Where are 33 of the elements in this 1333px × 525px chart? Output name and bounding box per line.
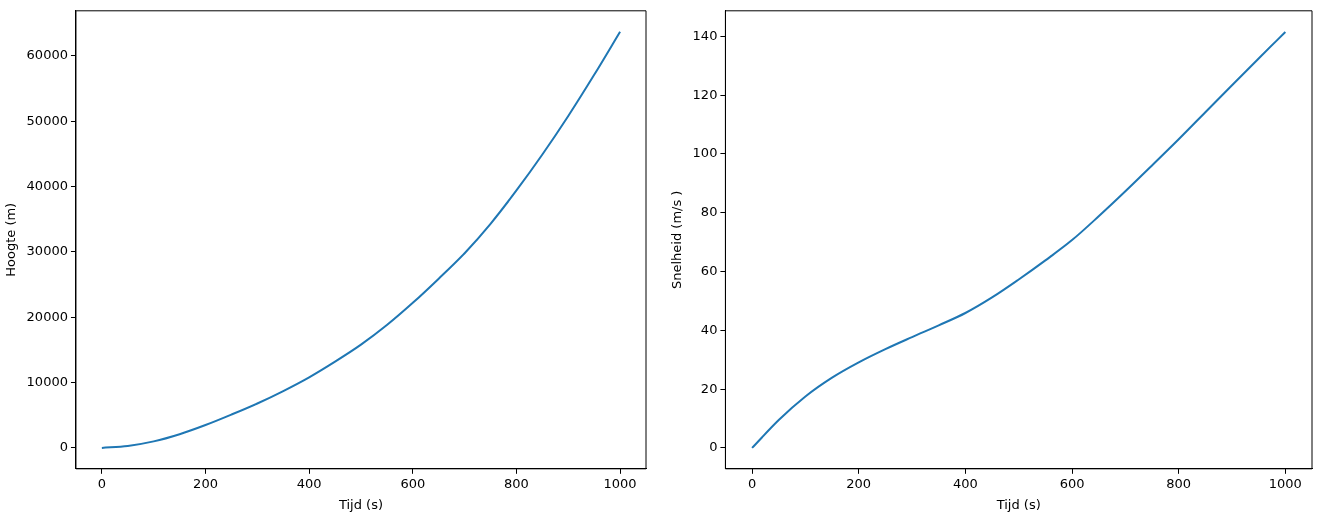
x-tick-label: 400 (952, 475, 978, 491)
x-tick-label: 200 (193, 475, 218, 491)
y-tick-label: 20000 (26, 308, 68, 324)
y-tick-label: 30000 (26, 243, 68, 259)
y-tick-label: 20 (700, 380, 718, 396)
x-axis-title: Tijd (s) (337, 496, 384, 512)
x-tick-label: 400 (296, 475, 322, 491)
x-tick-label: 200 (846, 475, 872, 491)
y-tick-label: 140 (692, 27, 718, 43)
line-series (751, 30, 1287, 449)
x-tick-label: 0 (747, 475, 757, 491)
y-tick-label: 0 (709, 439, 718, 455)
x-tick-label: 600 (1059, 475, 1085, 491)
x-tick-label: 1000 (1268, 475, 1302, 491)
y-axis-title: Snelheid (m/s ) (669, 190, 685, 290)
y-tick-label: 0 (59, 439, 68, 455)
y-tick-label: 50000 (26, 112, 68, 128)
x-tick-label: 1000 (603, 475, 637, 491)
x-tick-label: 800 (1166, 475, 1192, 491)
y-tick-label: 40000 (26, 177, 68, 193)
x-tick-label: 0 (97, 475, 107, 491)
y-tick-label: 100 (692, 145, 718, 161)
y-tick-label: 60 (700, 262, 718, 278)
x-tick-label: 600 (400, 475, 426, 491)
x-axis-title: Tijd (s) (995, 496, 1041, 512)
y-tick-label: 40 (700, 321, 718, 337)
y-tick-label: 10000 (26, 373, 68, 389)
y-tick-label: 80 (700, 204, 718, 220)
line-series (100, 30, 622, 449)
x-tick-label: 800 (504, 475, 529, 491)
y-axis-title: Hoogte (m) (3, 202, 19, 277)
y-tick-label: 60000 (26, 47, 68, 63)
y-tick-label: 120 (692, 86, 718, 102)
